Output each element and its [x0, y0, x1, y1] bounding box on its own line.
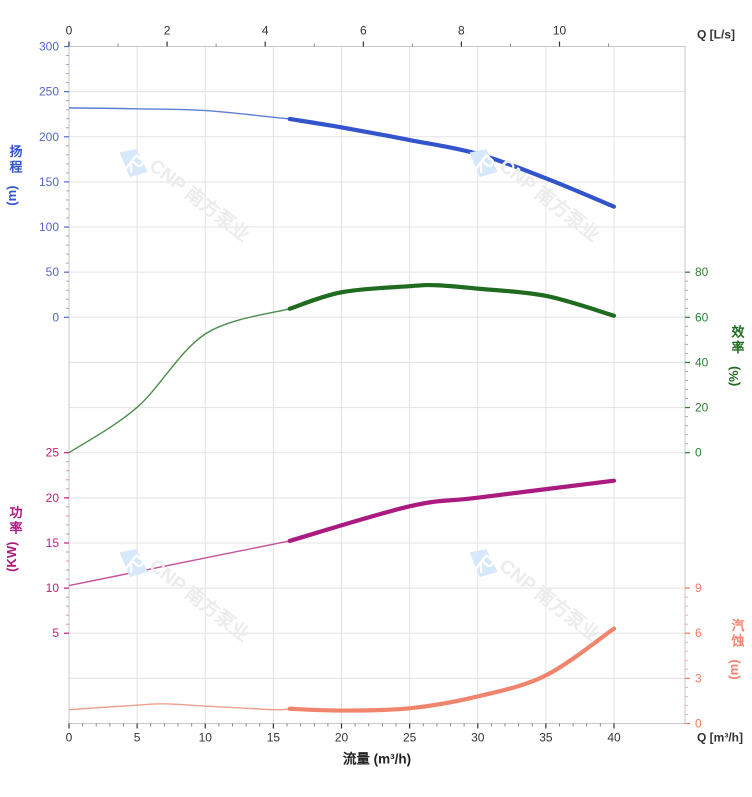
svg-text:Q [m³/h]: Q [m³/h] [697, 731, 743, 745]
svg-text:20: 20 [335, 731, 349, 745]
svg-text:2: 2 [164, 24, 171, 38]
svg-text:15: 15 [267, 731, 281, 745]
svg-text:蚀: 蚀 [730, 634, 744, 649]
svg-text:(m): (m) [4, 186, 19, 206]
svg-text:功: 功 [9, 505, 22, 520]
svg-text:0: 0 [66, 24, 73, 38]
svg-text:0: 0 [695, 717, 702, 731]
svg-text:程: 程 [9, 160, 22, 175]
svg-text:5: 5 [52, 626, 59, 640]
svg-text:5: 5 [134, 731, 141, 745]
svg-text:20: 20 [46, 491, 60, 505]
svg-text:150: 150 [39, 175, 59, 189]
svg-text:100: 100 [39, 220, 59, 234]
svg-text:扬: 扬 [9, 144, 22, 159]
svg-text:40: 40 [607, 731, 621, 745]
svg-text:6: 6 [360, 24, 367, 38]
svg-text:50: 50 [46, 265, 60, 279]
svg-text:9: 9 [695, 581, 702, 595]
svg-text:0: 0 [695, 446, 702, 460]
svg-text:6: 6 [695, 626, 702, 640]
svg-text:(m): (m) [726, 659, 741, 679]
svg-text:流量 (m³/h): 流量 (m³/h) [343, 751, 411, 767]
svg-text:35: 35 [539, 731, 553, 745]
svg-text:30: 30 [471, 731, 485, 745]
svg-text:率: 率 [9, 521, 22, 536]
svg-text:40: 40 [695, 355, 709, 369]
svg-text:3: 3 [695, 671, 702, 685]
svg-text:20: 20 [695, 401, 709, 415]
svg-text:80: 80 [695, 265, 709, 279]
svg-text:300: 300 [39, 40, 59, 54]
svg-text:(KW): (KW) [4, 542, 19, 572]
svg-text:效: 效 [731, 325, 745, 340]
svg-text:250: 250 [39, 85, 59, 99]
svg-text:(%): (%) [726, 366, 741, 386]
svg-text:10: 10 [46, 581, 60, 595]
svg-text:25: 25 [46, 446, 60, 460]
svg-text:10: 10 [199, 731, 213, 745]
svg-text:率: 率 [731, 340, 744, 355]
svg-text:8: 8 [458, 24, 465, 38]
svg-text:汽: 汽 [731, 618, 744, 633]
svg-text:60: 60 [695, 310, 709, 324]
svg-text:15: 15 [46, 536, 60, 550]
svg-text:0: 0 [66, 731, 73, 745]
svg-text:0: 0 [52, 310, 59, 324]
svg-text:10: 10 [553, 24, 567, 38]
svg-text:Q [L/s]: Q [L/s] [697, 28, 735, 42]
svg-text:200: 200 [39, 130, 59, 144]
svg-text:4: 4 [262, 24, 269, 38]
svg-text:25: 25 [403, 731, 417, 745]
